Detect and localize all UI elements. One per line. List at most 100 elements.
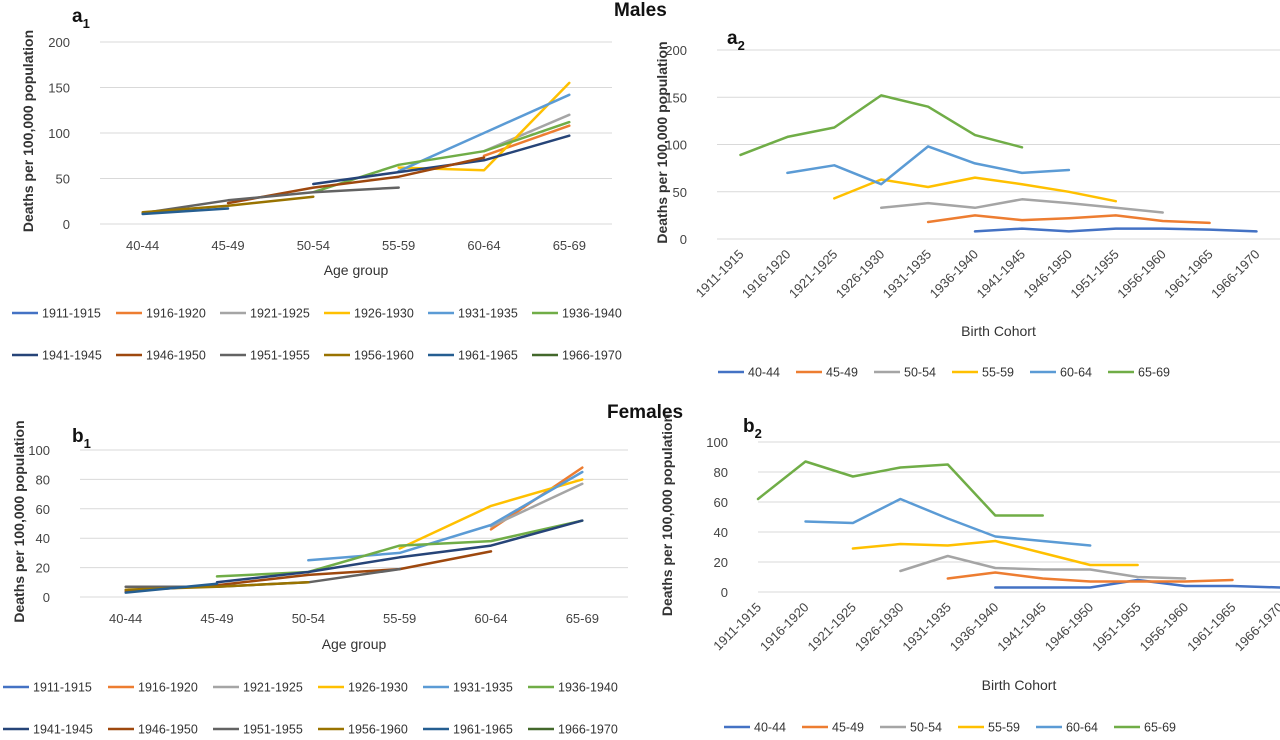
x-tick-label: 1966-1970 <box>1232 600 1280 655</box>
legend-label: 1946-1950 <box>138 723 198 737</box>
males-title: Males <box>614 0 667 21</box>
series-line-60-64 <box>786 145 1071 186</box>
x-tick-label: 60-64 <box>467 238 500 253</box>
y-axis-title: Deaths per 100,000 population <box>659 414 675 616</box>
legend-label: 45-49 <box>832 721 864 735</box>
legend-label: 40-44 <box>754 721 786 735</box>
y-tick-label: 0 <box>680 232 687 247</box>
x-tick-label: 1916-1920 <box>739 247 794 302</box>
y-axis-title: Deaths per 100,000 population <box>654 41 670 243</box>
legend-label: 60-64 <box>1060 366 1092 380</box>
legend-label: 1921-1925 <box>250 307 310 321</box>
series-line-45-49 <box>946 571 1234 583</box>
series-line-40-44 <box>994 578 1280 589</box>
x-axis-title: Birth Cohort <box>961 323 1036 339</box>
y-tick-label: 40 <box>36 531 50 546</box>
x-tick-label: 1931-1935 <box>899 600 954 655</box>
y-tick-label: 80 <box>714 465 728 480</box>
series-line-1951-1955 <box>141 186 400 215</box>
y-tick-label: 20 <box>36 561 50 576</box>
legend-label: 1956-1960 <box>354 349 414 363</box>
x-tick-label: 1946-1950 <box>1020 247 1075 302</box>
x-tick-label: 1951-1955 <box>1089 600 1144 655</box>
x-tick-label: 1911-1915 <box>693 247 747 301</box>
y-tick-label: 40 <box>714 525 728 540</box>
x-tick-label: 1926-1930 <box>852 600 907 655</box>
x-tick-label: 40-44 <box>126 238 159 253</box>
series-line-1961-1965 <box>141 207 230 216</box>
series-line-40-44 <box>973 227 1258 233</box>
series-line-1931-1935 <box>307 470 584 562</box>
x-tick-label: 1966-1970 <box>1208 247 1263 302</box>
x-tick-label: 45-49 <box>211 238 244 253</box>
series-line-55-59 <box>833 176 1118 203</box>
legend-label: 50-54 <box>904 366 936 380</box>
chart-a1: 0 50 100 150 200 40-44 45-49 50-54 55-59 60-64 65-… <box>0 0 640 380</box>
series-line-65-69 <box>739 94 1024 157</box>
chart-a2: 0 50 100 150 200 1911-1915 1916-1920 1921-1925 1… <box>640 0 1280 400</box>
panel-label: a2 <box>727 28 745 53</box>
legend-label: 55-59 <box>988 721 1020 735</box>
y-tick-label: 100 <box>28 443 50 458</box>
y-axis-title: Deaths per 100,000 population <box>20 30 36 232</box>
y-tick-label: 100 <box>48 126 70 141</box>
y-tick-label: 0 <box>63 217 70 232</box>
y-tick-label: 150 <box>48 81 70 96</box>
legend-label: 1941-1945 <box>42 349 102 363</box>
legend-label: 1951-1955 <box>250 349 310 363</box>
legend-label: 45-49 <box>826 366 858 380</box>
legend-label: 1941-1945 <box>33 723 93 737</box>
legend-label: 55-59 <box>982 366 1014 380</box>
x-tick-label: 1941-1945 <box>974 247 1029 302</box>
x-tick-label: 1941-1945 <box>994 600 1049 655</box>
y-tick-label: 200 <box>665 43 687 58</box>
legend-label: 1921-1925 <box>243 681 303 695</box>
x-tick-label: 65-69 <box>566 611 599 626</box>
y-tick-label: 0 <box>721 585 728 600</box>
legend-label: 1931-1935 <box>458 307 518 321</box>
legend-label: 1966-1970 <box>562 349 622 363</box>
x-tick-label: 60-64 <box>474 611 507 626</box>
x-tick-label: 1921-1925 <box>804 600 859 655</box>
legend-label: 1926-1930 <box>348 681 408 695</box>
x-axis-title: Birth Cohort <box>982 677 1057 693</box>
panel-label: a1 <box>72 6 90 31</box>
y-tick-label: 80 <box>36 472 50 487</box>
legend-label: 1951-1955 <box>243 723 303 737</box>
y-tick-label: 150 <box>665 90 687 105</box>
legend-label: 50-54 <box>910 721 942 735</box>
legend-label: 1956-1960 <box>348 723 408 737</box>
y-tick-label: 20 <box>714 555 728 570</box>
legend-label: 1911-1915 <box>33 681 92 695</box>
series-line-65-69 <box>756 460 1044 517</box>
y-tick-label: 50 <box>56 172 70 187</box>
x-tick-label: 1936-1940 <box>927 247 982 302</box>
legend-label: 1926-1930 <box>354 307 414 321</box>
legend-label: 1966-1970 <box>558 723 618 737</box>
x-tick-label: 50-54 <box>297 238 330 253</box>
series-line-55-59 <box>851 539 1139 567</box>
legend-label: 1936-1940 <box>562 307 622 321</box>
y-tick-label: 200 <box>48 35 70 50</box>
chart-b1: 0 20 40 60 80 100 40-44 45-49 50-54 55-59 60-64 65-… <box>0 400 640 740</box>
legend-label: 65-69 <box>1138 366 1170 380</box>
x-tick-label: 1936-1940 <box>947 600 1002 655</box>
series-line-50-54 <box>899 554 1187 580</box>
x-tick-label: 50-54 <box>292 611 325 626</box>
x-axis-title: Age group <box>322 636 387 652</box>
legend-label: 1961-1965 <box>458 349 518 363</box>
series-line-50-54 <box>879 198 1164 214</box>
series-line-1961-1965 <box>124 582 219 594</box>
legend-label: 1946-1950 <box>146 349 206 363</box>
series-line-1941-1945 <box>215 519 584 584</box>
x-tick-label: 1911-1915 <box>710 600 764 654</box>
x-tick-label: 65-69 <box>553 238 586 253</box>
series-line-1941-1945 <box>312 134 571 186</box>
chart-b2: 0 20 40 60 80 100 1911-1915 1916-1920 1921-1925 1… <box>640 400 1280 740</box>
legend-label: 1916-1920 <box>146 307 206 321</box>
x-tick-label: 55-59 <box>382 238 415 253</box>
series-line-1956-1960 <box>141 195 315 214</box>
series-line-45-49 <box>926 214 1211 225</box>
y-tick-label: 60 <box>714 495 728 510</box>
x-tick-label: 1956-1960 <box>1137 600 1192 655</box>
